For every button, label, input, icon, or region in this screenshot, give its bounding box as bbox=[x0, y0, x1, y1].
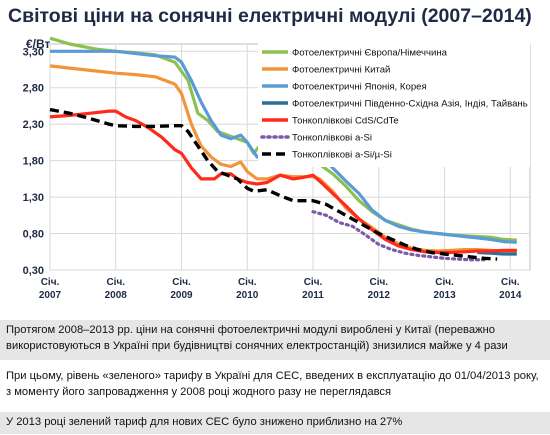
series-line-6 bbox=[311, 210, 486, 262]
note-tariff-reduction: У 2013 році зелений тариф для нових СЕС … bbox=[0, 412, 550, 434]
price-chart: 3,30 2,80 2,30 1,80 1,30 0,80 0,30 Січ. 2007 Січ.… bbox=[0, 30, 550, 305]
y-tick-label: 1,80 bbox=[23, 156, 44, 168]
x-tick-label: Січ. bbox=[501, 277, 520, 288]
x-tick-label: 2010 bbox=[236, 290, 259, 301]
y-tick-label: 2,80 bbox=[23, 83, 44, 95]
x-tick-label: Січ. bbox=[238, 277, 257, 288]
y-tick-label: 3,30 bbox=[23, 46, 44, 58]
series-line-4 bbox=[477, 250, 517, 256]
note-china-prices: Протягом 2008–2013 рр. ціни на сонячні ф… bbox=[0, 320, 550, 360]
legend-label: Фотоелектричні Японія, Корея bbox=[292, 82, 427, 93]
y-tick-label: 0,80 bbox=[23, 229, 44, 241]
page-title: Світові ціни на сонячні електричні модул… bbox=[8, 5, 532, 27]
x-tick-label: Січ. bbox=[369, 277, 388, 288]
x-tick-label: 2014 bbox=[499, 290, 522, 301]
legend-label: Тонкоплівкові a-Si bbox=[292, 133, 372, 144]
x-tick-label: Січ. bbox=[172, 277, 191, 288]
x-tick-label: 2011 bbox=[302, 290, 324, 301]
y-tick-label: 0,30 bbox=[23, 265, 44, 277]
y-axis-label: €/Вт bbox=[26, 37, 51, 51]
x-tick-label: 2008 bbox=[105, 290, 128, 301]
x-tick-label: Січ. bbox=[435, 277, 454, 288]
legend-label: Фотоелектричні Південно-Східна Азія, Інд… bbox=[292, 99, 528, 110]
x-tick-label: Січ. bbox=[41, 277, 60, 288]
x-tick-label: 2009 bbox=[170, 290, 193, 301]
y-tick-label: 1,30 bbox=[23, 192, 44, 204]
x-tick-label: 2013 bbox=[433, 290, 456, 301]
legend-label: Тонкоплівкові CdS/CdTe bbox=[292, 116, 399, 127]
series-line-7 bbox=[49, 107, 498, 261]
note-green-tariff: При цьому, рівень «зеленого» тарифу в Ук… bbox=[0, 366, 550, 406]
legend-label: Фотоелектричні Європа/Німеччина bbox=[292, 48, 448, 59]
legend-label: Тонкоплівкові a-Si/µ-Si bbox=[292, 150, 392, 161]
x-tick-label: 2007 bbox=[39, 290, 62, 301]
x-tick-label: Січ. bbox=[106, 277, 125, 288]
x-tick-label: Січ. bbox=[304, 277, 323, 288]
legend-box bbox=[258, 42, 530, 167]
x-tick-label: 2012 bbox=[368, 290, 391, 301]
y-tick-label: 2,30 bbox=[23, 119, 44, 131]
chart-svg: 3,302,802,301,801,300,800,30Січ.2007Січ.… bbox=[23, 36, 531, 301]
legend-label: Фотоелектричні Китай bbox=[292, 65, 390, 76]
